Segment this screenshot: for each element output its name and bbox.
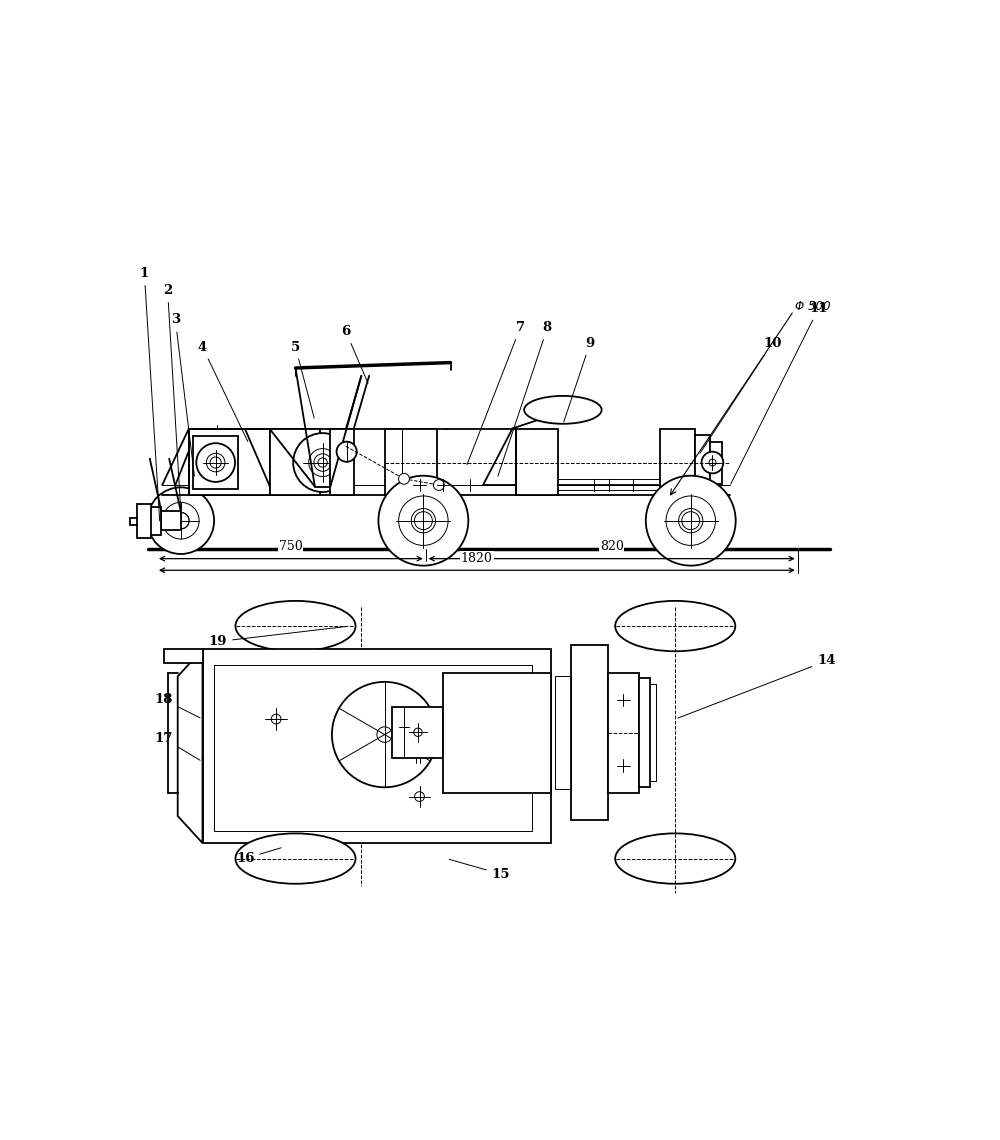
Text: 6: 6 xyxy=(341,325,368,383)
Text: 1: 1 xyxy=(140,267,160,521)
Bar xyxy=(161,511,181,530)
Bar xyxy=(150,506,161,535)
Circle shape xyxy=(378,475,468,565)
Bar xyxy=(639,678,650,787)
Text: 7: 7 xyxy=(467,321,525,465)
Text: 2: 2 xyxy=(163,284,181,508)
Text: 820: 820 xyxy=(600,540,624,553)
Bar xyxy=(392,708,443,758)
Text: 10: 10 xyxy=(700,336,781,454)
Bar xyxy=(443,673,551,792)
Ellipse shape xyxy=(615,601,735,651)
Text: 14: 14 xyxy=(678,654,836,718)
Bar xyxy=(189,430,270,495)
Text: 1820: 1820 xyxy=(461,552,493,564)
Circle shape xyxy=(702,451,723,473)
Bar xyxy=(330,430,354,495)
Text: 19: 19 xyxy=(209,626,347,648)
Circle shape xyxy=(646,475,736,565)
Text: Φ 500: Φ 500 xyxy=(795,300,831,312)
Bar xyxy=(214,665,532,831)
Ellipse shape xyxy=(524,396,602,424)
Bar xyxy=(695,434,710,490)
Text: 17: 17 xyxy=(155,732,200,760)
Bar xyxy=(270,430,320,495)
Bar xyxy=(571,645,608,820)
Bar xyxy=(137,504,151,538)
Text: 15: 15 xyxy=(449,860,510,880)
Circle shape xyxy=(147,488,214,554)
Ellipse shape xyxy=(235,833,356,884)
Circle shape xyxy=(337,441,357,462)
Ellipse shape xyxy=(235,601,356,651)
Text: 11: 11 xyxy=(731,302,828,484)
Polygon shape xyxy=(178,650,202,844)
Bar xyxy=(385,430,437,495)
Ellipse shape xyxy=(615,833,735,884)
Bar xyxy=(164,650,202,663)
Bar xyxy=(516,430,558,495)
Bar xyxy=(710,441,722,484)
Text: 16: 16 xyxy=(236,848,281,865)
Text: 3: 3 xyxy=(171,314,194,477)
Text: 4: 4 xyxy=(198,341,248,441)
Bar xyxy=(608,673,639,792)
Bar xyxy=(555,676,571,789)
Text: 5: 5 xyxy=(291,341,314,418)
Circle shape xyxy=(399,473,409,484)
Text: 750: 750 xyxy=(279,540,303,553)
Text: 8: 8 xyxy=(498,321,552,477)
Circle shape xyxy=(293,433,352,492)
Circle shape xyxy=(332,682,437,788)
Bar xyxy=(660,430,695,495)
Bar xyxy=(193,437,238,489)
Text: 9: 9 xyxy=(564,336,595,422)
Circle shape xyxy=(196,443,235,482)
Text: 18: 18 xyxy=(155,693,200,718)
Circle shape xyxy=(433,480,444,490)
Bar xyxy=(202,650,551,844)
